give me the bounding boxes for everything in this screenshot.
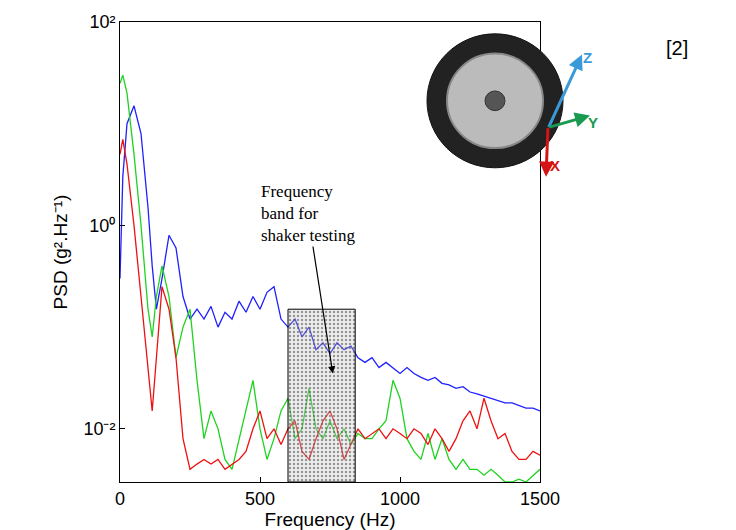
svg-text:PSD (g².Hz⁻¹): PSD (g².Hz⁻¹) [50, 195, 71, 310]
svg-text:0: 0 [115, 489, 125, 509]
svg-text:10⁻²: 10⁻² [83, 419, 115, 439]
svg-text:Y: Y [588, 114, 598, 131]
svg-text:1000: 1000 [380, 489, 420, 509]
svg-text:500: 500 [245, 489, 275, 509]
svg-text:Frequencyband forshaker testin: Frequencyband forshaker testing [261, 182, 355, 245]
svg-text:X: X [550, 157, 560, 174]
svg-text:[2]: [2] [666, 37, 688, 59]
svg-text:10⁰: 10⁰ [89, 216, 115, 236]
svg-text:10²: 10² [89, 12, 115, 32]
svg-text:1500: 1500 [520, 489, 560, 509]
svg-text:Z: Z [583, 49, 592, 66]
svg-text:Frequency (Hz): Frequency (Hz) [265, 509, 396, 530]
